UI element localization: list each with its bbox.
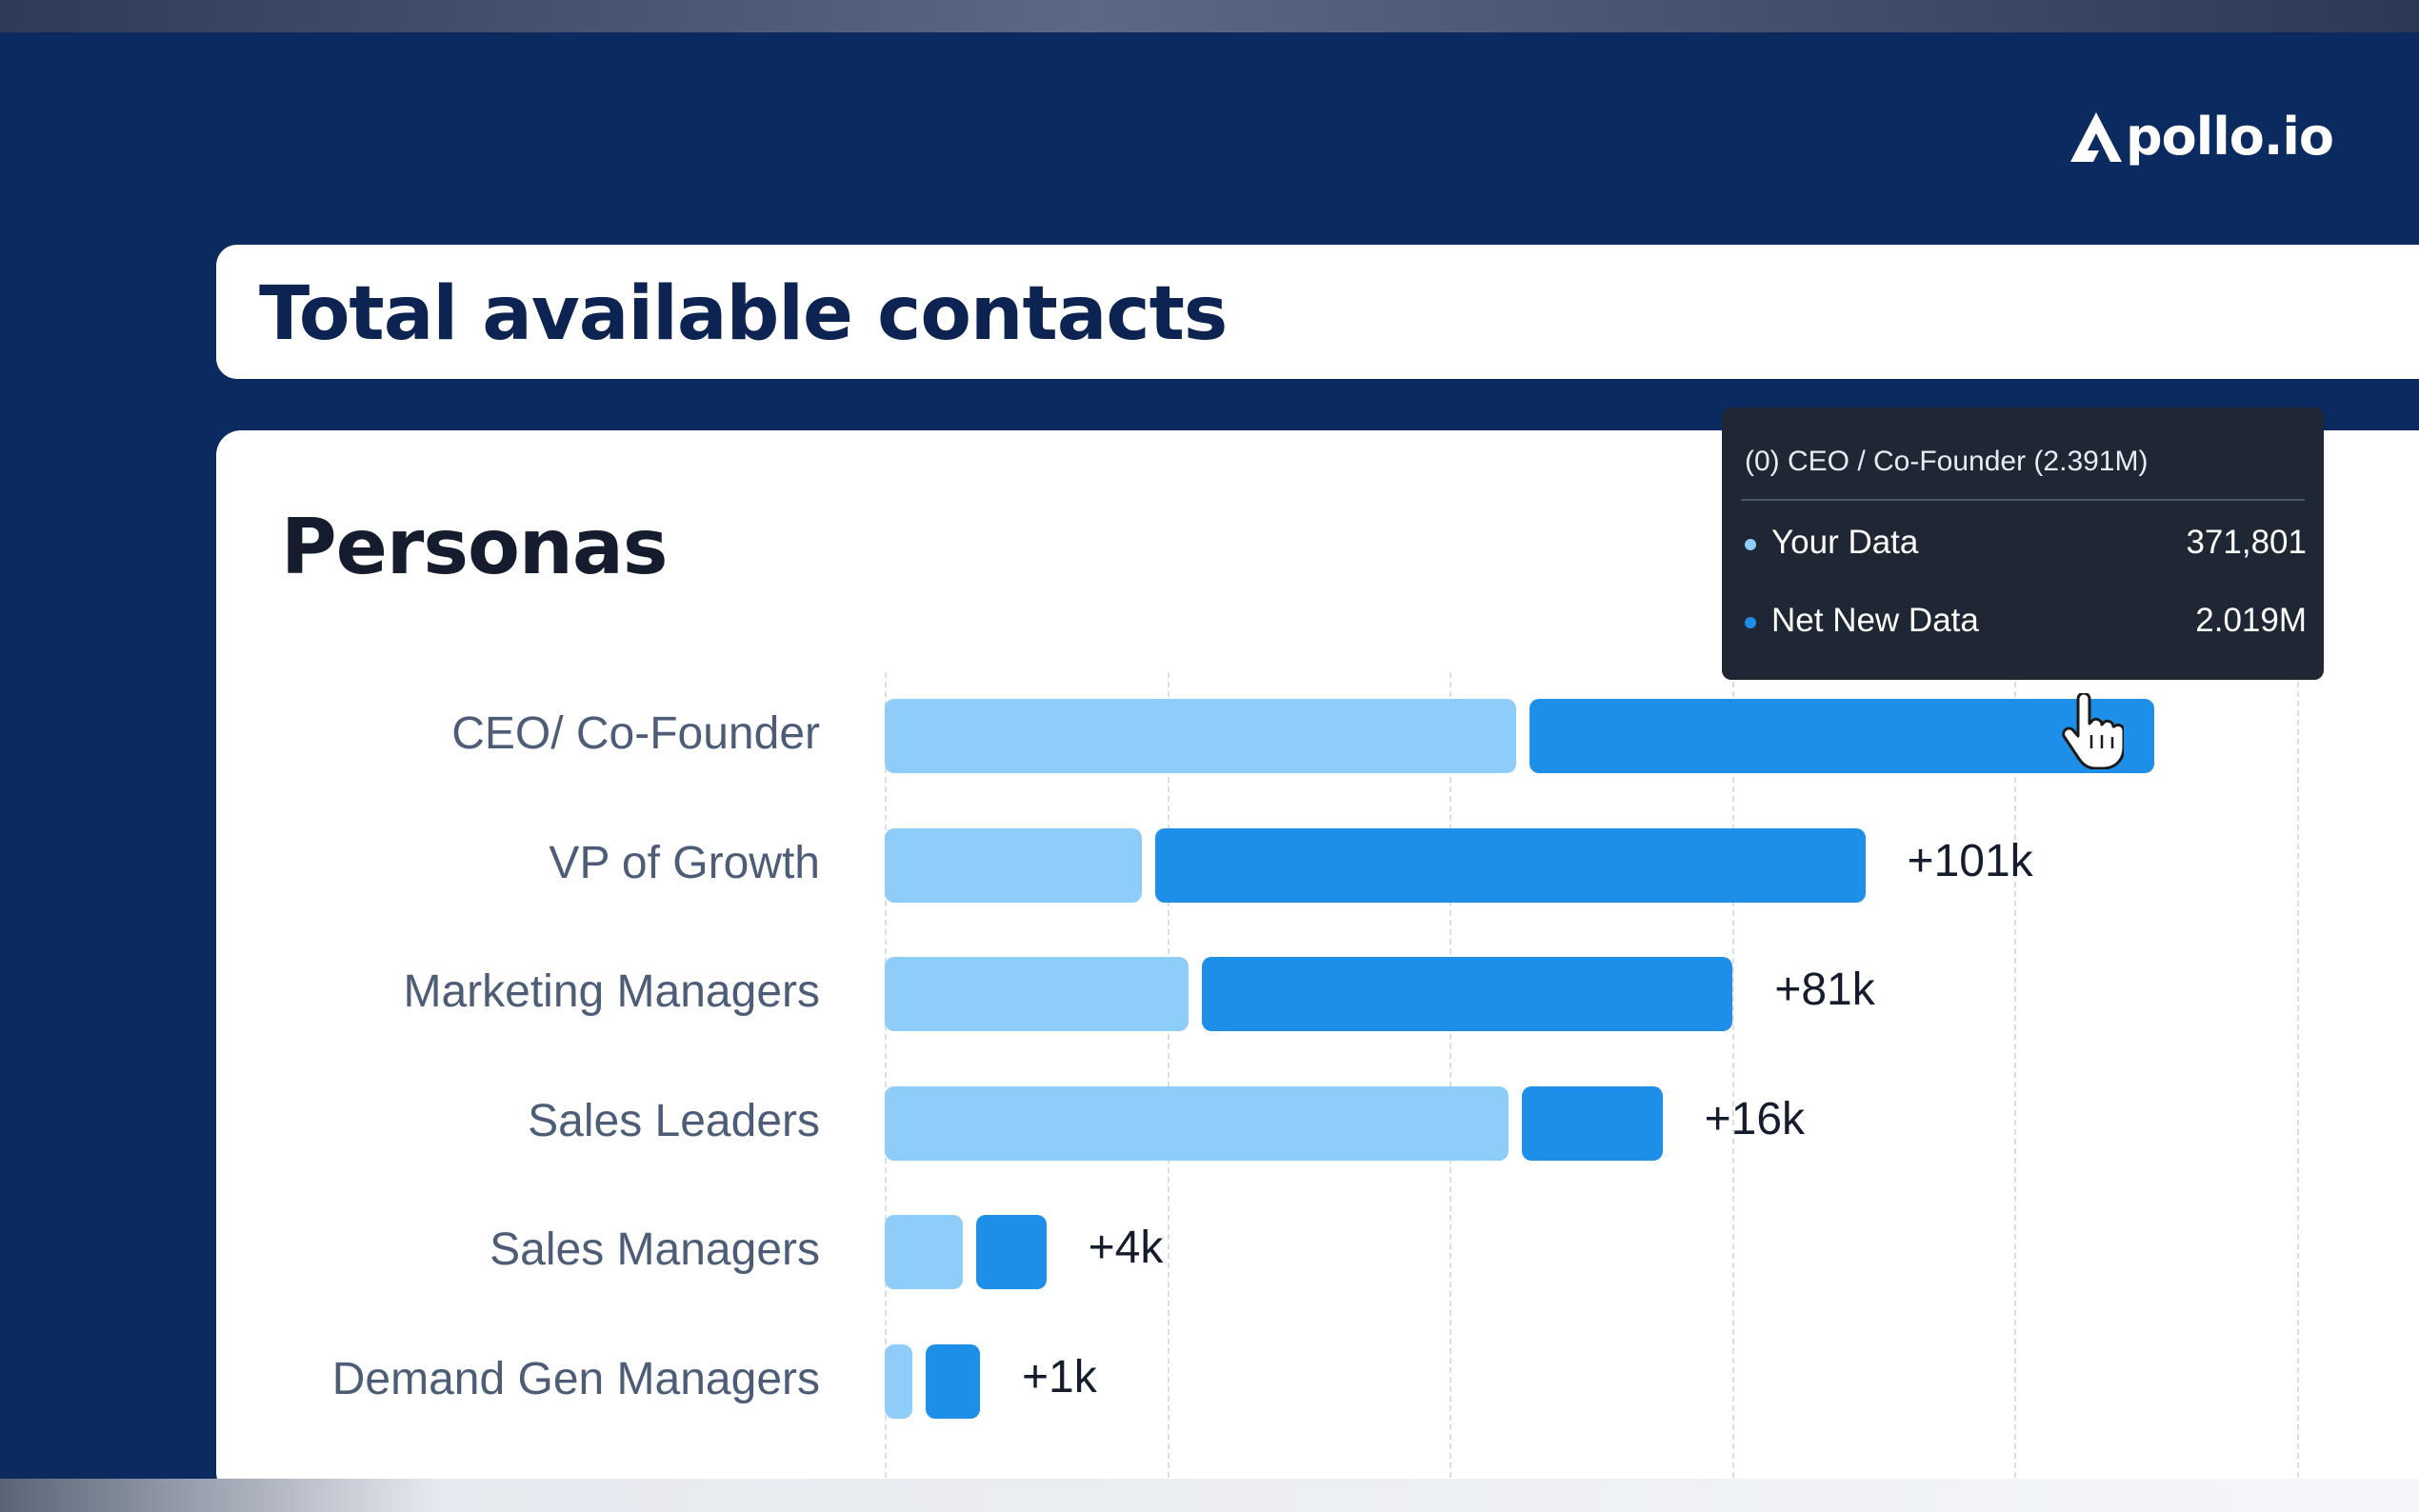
bar-your-data[interactable] — [885, 699, 1517, 773]
bar-your-data[interactable] — [885, 957, 1190, 1031]
chart-tooltip: (0) CEO / Co-Founder (2.391M) Your Data … — [1722, 408, 2324, 680]
category-label: Demand Gen Managers — [331, 1353, 820, 1404]
gridline — [885, 672, 887, 1497]
bar-your-data[interactable] — [885, 827, 1143, 903]
title-card: Total available contacts — [216, 245, 2419, 379]
bar-delta-label: +101k — [1907, 835, 2033, 886]
hand-pointer-icon — [2061, 691, 2126, 773]
apollo-a-icon — [2070, 112, 2122, 162]
gridline — [1731, 672, 1734, 1497]
bottom-strip — [0, 1479, 2419, 1512]
bar-your-data[interactable] — [885, 1085, 1509, 1161]
bar-net-new-data[interactable] — [925, 1343, 980, 1419]
category-label: Sales Managers — [490, 1224, 820, 1275]
bar-delta-label: +4k — [1088, 1223, 1164, 1273]
bar-your-data[interactable] — [885, 1215, 963, 1289]
gridline — [2014, 672, 2016, 1497]
bar-your-data[interactable] — [885, 1343, 912, 1419]
category-label: VP of Growth — [549, 837, 820, 888]
category-label: CEO/ Co-Founder — [451, 708, 820, 759]
tooltip-divider — [1741, 499, 2305, 501]
category-label: Marketing Managers — [403, 966, 820, 1017]
tooltip-value: 371,801 — [2186, 524, 2307, 561]
bar-delta-label: +16k — [1704, 1093, 1806, 1144]
bar-net-new-data[interactable] — [1155, 827, 1866, 903]
gridline — [1449, 672, 1451, 1497]
logo-text: pollo.io — [2126, 106, 2334, 167]
page-title: Total available contacts — [259, 271, 1228, 357]
tooltip-title: (0) CEO / Co-Founder (2.391M) — [1745, 446, 2149, 477]
gridline — [2296, 672, 2299, 1497]
bar-net-new-data[interactable] — [975, 1215, 1047, 1289]
top-strip — [0, 0, 2419, 32]
net-new-data-dot-icon — [1745, 617, 1756, 628]
bar-net-new-data[interactable] — [1202, 957, 1733, 1031]
tooltip-label: Your Data — [1771, 524, 1919, 561]
chart-title: Personas — [281, 503, 668, 591]
bar-net-new-data[interactable] — [1529, 699, 2154, 773]
bar-delta-label: +1k — [1021, 1351, 1097, 1403]
bar-delta-label: +81k — [1774, 965, 1875, 1015]
tooltip-value: 2.019M — [2195, 602, 2307, 639]
your-data-dot-icon — [1745, 539, 1756, 550]
bar-net-new-data[interactable] — [1522, 1085, 1663, 1161]
gridline — [1167, 672, 1170, 1497]
category-label: Sales Leaders — [528, 1095, 820, 1146]
apollo-logo: pollo.io — [2067, 103, 2334, 169]
tooltip-label: Net New Data — [1771, 602, 1979, 639]
